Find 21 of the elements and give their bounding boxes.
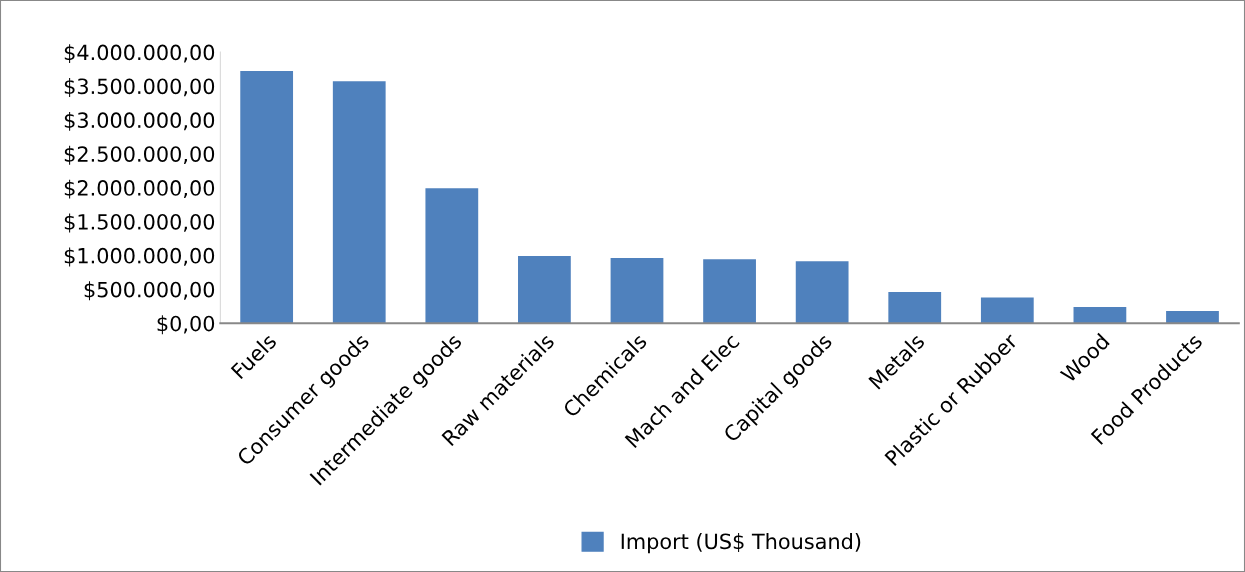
bar [240, 71, 294, 324]
bar [1166, 310, 1219, 324]
bar [703, 259, 756, 324]
y-tick-label: $4.000.000,00 [64, 44, 215, 64]
y-tick-label: $3.000.000,00 [64, 111, 215, 131]
legend-label: Import (US$ Thousand) [621, 533, 861, 554]
y-tick-label: $1.000.000,00 [64, 247, 215, 267]
bar [888, 292, 942, 324]
y-tick-label: $3.500.000,00 [64, 78, 215, 97]
y-tick-label: $2.000.000,00 [64, 179, 215, 199]
bar [332, 81, 386, 324]
bar [1073, 306, 1127, 324]
bar [980, 297, 1034, 324]
y-tick-label: $500.000,00 [84, 281, 215, 301]
bar [518, 256, 571, 324]
y-tick-label: $1.500.000,00 [64, 213, 215, 233]
bar [610, 258, 664, 324]
bar [425, 188, 479, 324]
bar [795, 261, 849, 324]
y-tick-label: $2.500.000,00 [64, 145, 215, 165]
y-tick-label: $0,00 [157, 315, 215, 335]
